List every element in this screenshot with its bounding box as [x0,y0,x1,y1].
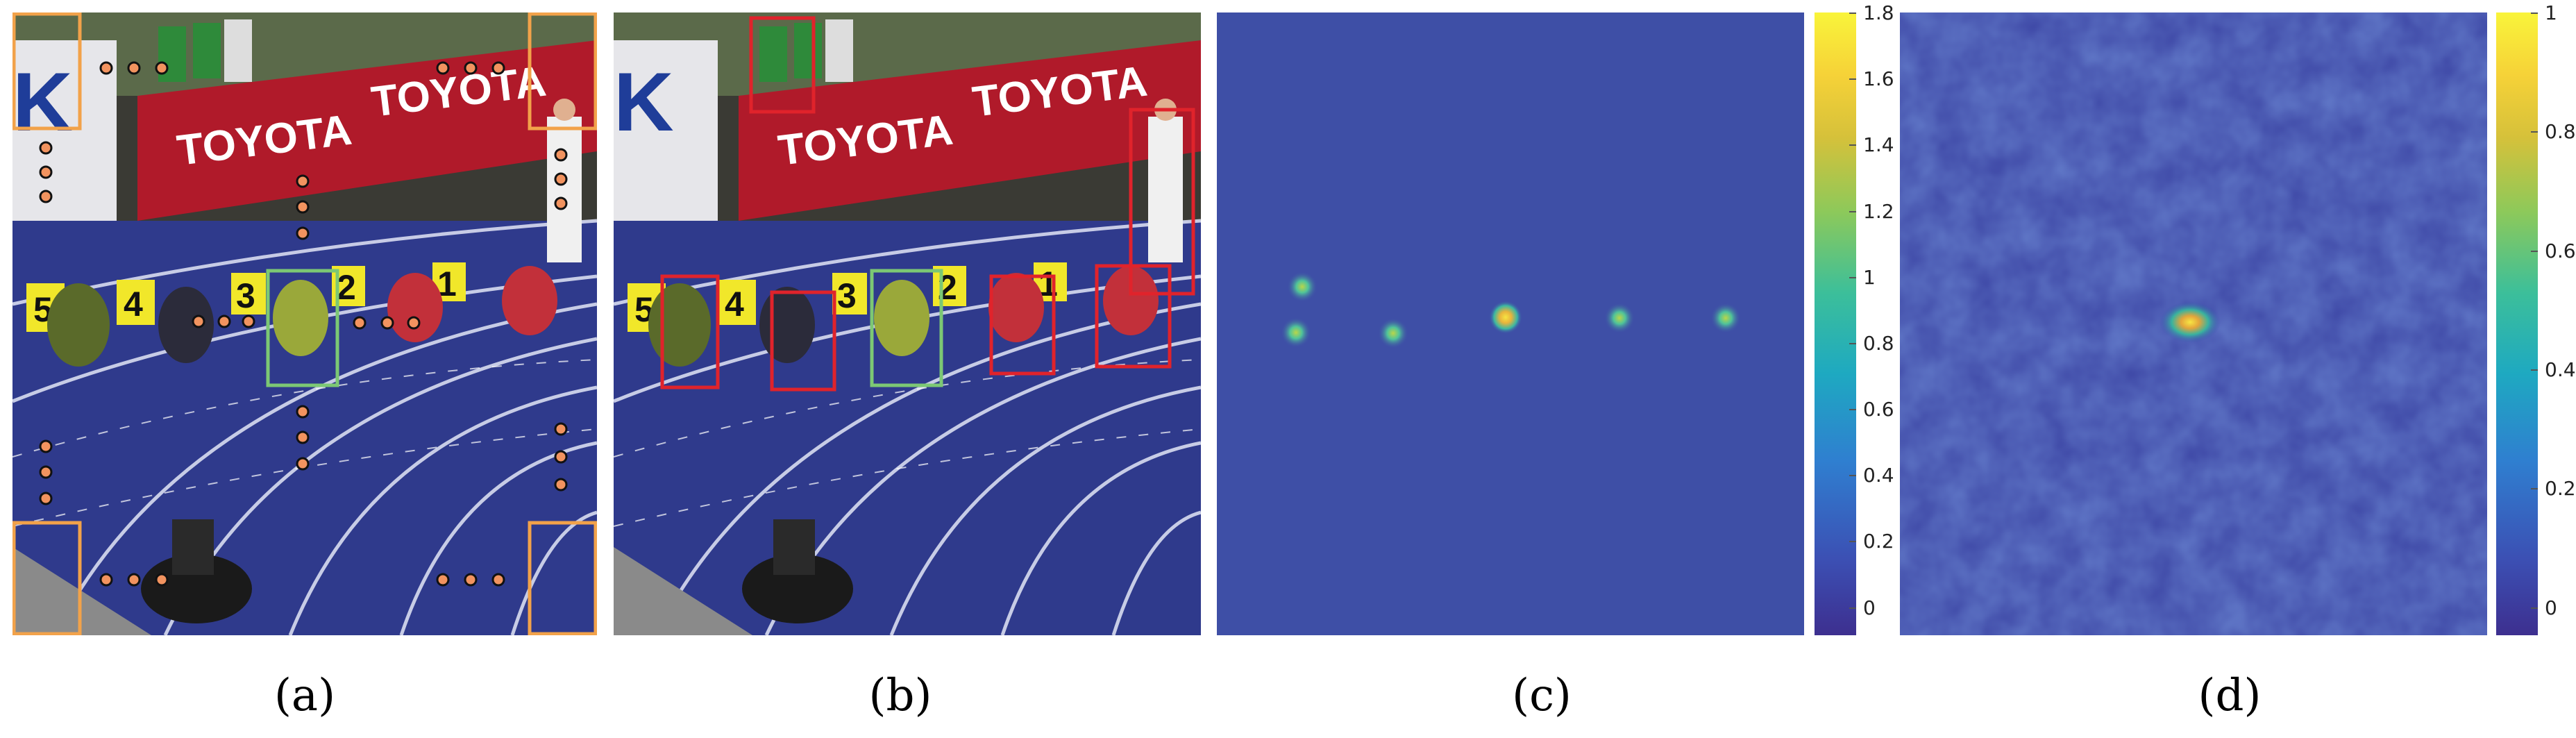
peak-c-1 [1287,271,1318,302]
panel-d-response-map [1900,12,2487,635]
panel-b-photo: TOYOTA TOYOTA K 5 4 3 2 1 [614,12,1201,635]
colorbar-tick-label: 0.2 [2545,477,2576,501]
colorbar-tick-mark [2531,488,2538,490]
caption-a: (a) [273,670,336,721]
colorbar-tick-label: 1 [1863,265,1876,289]
colorbar-tick-label: 1.6 [1863,67,1894,91]
panel-c-response-map [1217,12,1804,635]
colorbar-tick-mark [2531,607,2538,609]
colorbar-tick-mark [1849,78,1856,81]
colorbar-tick-label: 0.4 [1863,464,1894,487]
colorbar-tick-mark [1849,210,1856,212]
colorbar-tick-label: 0 [1863,596,1876,619]
colorbar-tick-label: 0.8 [2545,120,2576,144]
colorbar-tick-mark [1849,276,1856,278]
peak-c-6 [1710,303,1741,333]
colorbar-tick-mark [2531,250,2538,252]
sign-letter: K [12,56,73,149]
colorbar-tick-label: 1.4 [1863,133,1894,157]
sign-letter-b: K [614,56,674,149]
colorbar-d [2496,12,2538,635]
colorbar-tick-label: 0.8 [1863,331,1894,355]
lane-3: 3 [236,276,255,315]
caption-b: (b) [868,670,932,721]
peak-c-2 [1281,317,1311,348]
peak-d [2160,301,2221,343]
colorbar-tick-label: 1.2 [1863,199,1894,223]
lane-3-b: 3 [837,276,857,315]
colorbar-tick-mark [2531,131,2538,133]
colorbar-tick-mark [2531,369,2538,371]
colorbar-tick-label: 0.4 [2545,358,2576,381]
colorbar-tick-label: 0 [2545,596,2557,619]
colorbar-tick-mark [1849,144,1856,146]
colorbar-tick-mark [1849,475,1856,477]
peak-c-4 [1489,301,1522,334]
panel-a-photo: TOYOTA TOYOTA K 5 4 3 2 [12,12,597,635]
lane-4-b: 4 [725,285,744,324]
lane-2: 2 [337,268,356,307]
colorbar-tick-label: 1 [2545,1,2557,24]
colorbar-tick-label: 0.6 [2545,239,2576,262]
colorbar-tick-mark [1849,409,1856,411]
caption-c: (c) [1512,670,1572,721]
peak-c-5 [1604,303,1635,333]
peak-c-3 [1378,318,1408,349]
caption-d: (d) [2198,670,2262,721]
colorbar-tick-label: 0.2 [1863,530,1894,553]
colorbar-tick-label: 0.6 [1863,398,1894,421]
lane-4: 4 [124,285,143,324]
colorbar-tick-mark [1849,12,1856,14]
colorbar-tick-mark [1849,607,1856,609]
colorbar-tick-label: 1.8 [1863,1,1894,24]
colorbar-tick-mark [2531,12,2538,14]
colorbar-c [1815,12,1856,635]
colorbar-tick-mark [1849,342,1856,344]
colorbar-tick-mark [1849,541,1856,543]
